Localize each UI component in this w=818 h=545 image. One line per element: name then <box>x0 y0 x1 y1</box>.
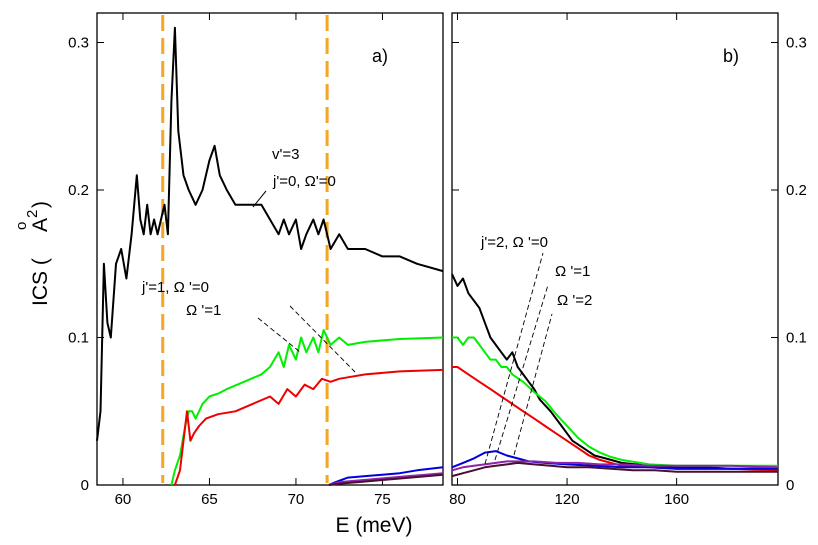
series-b-0 <box>451 273 778 470</box>
annotation-j1-omega1: Ω '=1 <box>186 302 221 319</box>
ticks-layer: 60 65 70 75 0 0.1 0.2 0.3 80 120 160 0 0.1 0.2 0.3 <box>68 13 807 508</box>
x-tick-label-a-65: 65 <box>201 491 218 508</box>
series-a-4 <box>328 472 444 486</box>
x-tick-label-b-120: 120 <box>555 491 580 508</box>
x-tick-label-b-80: 80 <box>449 491 466 508</box>
y-axis-title-main: ICS ( <box>29 258 52 306</box>
panel-a-frame <box>96 12 444 486</box>
x-tick-label-a-70: 70 <box>288 491 305 508</box>
y-tick-label-left-3: 0.3 <box>68 35 89 52</box>
y-tick-label-right-0: 0 <box>786 477 794 494</box>
y-axis-title-ring: o <box>13 222 30 230</box>
x-tick-label-a-75: 75 <box>374 491 391 508</box>
x-axis-title: E (meV) <box>335 514 412 537</box>
y-tick-label-left-0: 0 <box>81 477 89 494</box>
annotation-j2-omega2: Ω '=2 <box>557 292 592 309</box>
series-a-1 <box>170 329 444 486</box>
leader-j2-omega0 <box>484 252 544 465</box>
annotation-j2-omega1: Ω '=1 <box>555 263 590 280</box>
y-tick-label-right-3: 0.3 <box>786 35 807 52</box>
leader-j2-omega1 <box>494 284 549 461</box>
series-a-2 <box>173 368 444 486</box>
y-tick-label-left-1: 0.1 <box>68 330 89 347</box>
leader-j1-omega1 <box>257 317 301 353</box>
vertical-markers <box>161 15 329 483</box>
x-tick-label-b-160: 160 <box>664 491 689 508</box>
y-axis-title: ICS ( A o 2 ) <box>13 201 52 306</box>
series-b-4 <box>451 460 779 472</box>
series-b-1 <box>452 336 778 467</box>
series-b-2 <box>452 366 779 472</box>
series-b-5 <box>451 461 778 478</box>
annotation-v3: v'=3 <box>272 146 299 163</box>
leader-j2-omega2 <box>513 313 553 456</box>
y-axis-title-unit: A <box>29 218 52 232</box>
annotation-j0-omega0: j'=0, Ω'=0 <box>272 173 336 190</box>
series-a-5 <box>328 473 444 486</box>
y-axis-title-exp: 2 <box>24 210 41 218</box>
annotation-j2-omega0: j'=2, Ω '=0 <box>480 234 548 251</box>
y-axis-title-close: ) <box>29 201 52 208</box>
leader-v3 <box>252 190 267 208</box>
y-tick-label-right-2: 0.2 <box>786 182 807 199</box>
annotation-j1-omega0: j'=1, Ω '=0 <box>141 279 209 296</box>
panel-a-label: a) <box>372 46 388 66</box>
series-a-0 <box>96 26 444 441</box>
y-tick-label-left-2: 0.2 <box>68 182 89 199</box>
y-tick-label-right-1: 0.1 <box>786 330 807 347</box>
panel-b-frame <box>451 12 779 486</box>
panel-b-label: b) <box>723 46 739 66</box>
series-a-3 <box>328 466 444 486</box>
series-layer <box>96 26 779 486</box>
x-tick-label-a-60: 60 <box>115 491 132 508</box>
